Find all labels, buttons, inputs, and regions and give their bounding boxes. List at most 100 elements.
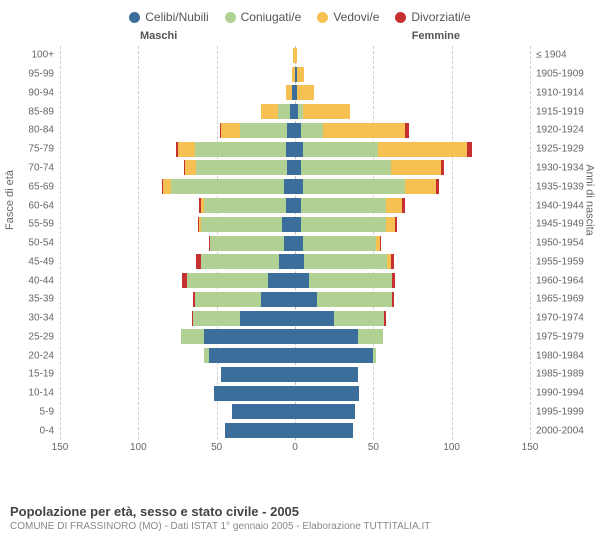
age-row: 20-241980-1984 <box>60 346 530 365</box>
legend-item: Celibi/Nubili <box>129 10 208 24</box>
age-label: 35-39 <box>28 294 60 305</box>
x-tick-label: 150 <box>522 442 539 453</box>
bar-male <box>60 329 295 344</box>
bar-segment <box>196 160 287 175</box>
bar-segment <box>185 160 196 175</box>
age-row: 45-491955-1959 <box>60 252 530 271</box>
bar-female <box>295 123 530 138</box>
bar-female <box>295 160 530 175</box>
birth-year-label: 1950-1954 <box>530 238 584 249</box>
bar-segment <box>204 198 285 213</box>
bar-female <box>295 179 530 194</box>
birth-year-label: 1970-1974 <box>530 313 584 324</box>
bar-male <box>60 104 295 119</box>
bar-male <box>60 236 295 251</box>
bar-segment <box>284 179 295 194</box>
bar-female <box>295 273 530 288</box>
birth-year-label: ≤ 1904 <box>530 50 567 61</box>
bar-segment <box>295 273 309 288</box>
bar-segment <box>181 329 205 344</box>
bar-male <box>60 367 295 382</box>
bar-female <box>295 85 530 100</box>
birth-year-label: 1995-1999 <box>530 406 584 417</box>
bar-segment <box>163 179 171 194</box>
bar-female <box>295 404 530 419</box>
birth-year-label: 1935-1939 <box>530 181 584 192</box>
birth-year-label: 1920-1924 <box>530 125 584 136</box>
bar-segment <box>295 292 317 307</box>
bar-segment <box>204 329 295 344</box>
bar-segment <box>441 160 444 175</box>
bar-segment <box>187 273 268 288</box>
bar-male <box>60 123 295 138</box>
age-row: 90-941910-1914 <box>60 84 530 103</box>
bar-male <box>60 311 295 326</box>
legend-label: Celibi/Nubili <box>145 10 208 24</box>
bar-segment <box>232 404 295 419</box>
bar-segment <box>221 367 295 382</box>
bar-segment <box>284 236 295 251</box>
bar-segment <box>392 273 395 288</box>
bar-segment <box>261 104 278 119</box>
age-row: 15-191985-1989 <box>60 365 530 384</box>
bar-female <box>295 311 530 326</box>
birth-year-label: 1930-1934 <box>530 162 584 173</box>
plot-area: 100+≤ 190495-991905-190990-941910-191485… <box>60 46 530 440</box>
age-row: 85-891915-1919 <box>60 102 530 121</box>
bar-segment <box>467 142 472 157</box>
bar-segment <box>287 160 295 175</box>
bar-male <box>60 198 295 213</box>
birth-year-label: 1955-1959 <box>530 256 584 267</box>
bar-segment <box>303 104 350 119</box>
bar-male <box>60 67 295 82</box>
bar-segment <box>286 142 295 157</box>
bar-segment <box>405 179 436 194</box>
bar-segment <box>295 48 297 63</box>
bar-segment <box>317 292 392 307</box>
legend-swatch <box>129 12 140 23</box>
age-row: 65-691935-1939 <box>60 177 530 196</box>
age-row: 10-141990-1994 <box>60 384 530 403</box>
x-tick-label: 100 <box>443 442 460 453</box>
age-row: 70-741930-1934 <box>60 159 530 178</box>
age-label: 70-74 <box>28 162 60 173</box>
legend-swatch <box>395 12 406 23</box>
data-rows: 100+≤ 190495-991905-190990-941910-191485… <box>60 46 530 440</box>
bar-female <box>295 367 530 382</box>
bar-female <box>295 348 530 363</box>
legend-swatch <box>317 12 328 23</box>
bar-segment <box>282 217 295 232</box>
bar-female <box>295 198 530 213</box>
bar-segment <box>287 123 295 138</box>
chart-subtitle: COMUNE DI FRASSINORO (MO) - Dati ISTAT 1… <box>10 521 590 532</box>
bar-segment <box>303 236 377 251</box>
legend: Celibi/NubiliConiugati/eVedovi/eDivorzia… <box>10 10 590 24</box>
x-tick-label: 50 <box>368 442 379 453</box>
bar-female <box>295 329 530 344</box>
bar-segment <box>210 236 284 251</box>
bar-male <box>60 48 295 63</box>
age-label: 0-4 <box>40 425 60 436</box>
birth-year-label: 1975-1979 <box>530 331 584 342</box>
age-row: 5-91995-1999 <box>60 403 530 422</box>
age-label: 85-89 <box>28 106 60 117</box>
birth-year-label: 1940-1944 <box>530 200 584 211</box>
bar-female <box>295 48 530 63</box>
bar-segment <box>261 292 295 307</box>
bar-segment <box>391 160 441 175</box>
bar-segment <box>304 254 387 269</box>
age-label: 90-94 <box>28 87 60 98</box>
bar-segment <box>297 67 305 82</box>
bar-segment <box>279 254 295 269</box>
age-row: 35-391965-1969 <box>60 290 530 309</box>
age-row: 75-791925-1929 <box>60 140 530 159</box>
bar-segment <box>297 85 314 100</box>
bar-segment <box>295 254 304 269</box>
age-label: 65-69 <box>28 181 60 192</box>
x-tick-label: 150 <box>52 442 69 453</box>
bar-segment <box>301 198 386 213</box>
bar-male <box>60 348 295 363</box>
bar-segment <box>295 386 359 401</box>
age-label: 55-59 <box>28 219 60 230</box>
bar-segment <box>373 348 376 363</box>
